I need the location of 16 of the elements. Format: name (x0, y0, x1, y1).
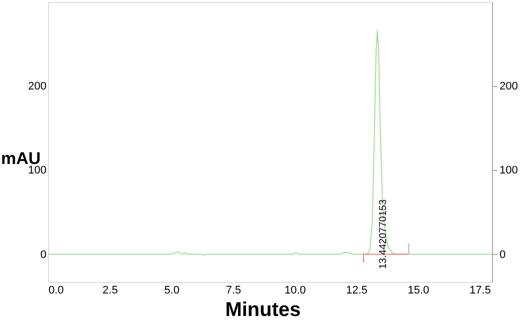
y2-tick-label: 0 (500, 248, 506, 261)
x-tick-label: 10.0 (284, 284, 306, 296)
y-tick-label: 0 (40, 248, 46, 261)
x-axis-title: Minutes (225, 299, 301, 321)
y-tick-label: 200 (28, 80, 46, 93)
x-tick-label: 0.0 (48, 284, 64, 296)
y2-tick-label: 200 (500, 80, 518, 93)
x-tick-label: 12.5 (346, 284, 368, 296)
y2-tick-label: 100 (500, 164, 518, 177)
y-tick-label: 100 (28, 164, 46, 177)
x-tick-label: 17.5 (469, 284, 491, 296)
x-tick-label: 2.5 (102, 284, 118, 296)
annotation: 13.4420770153 (378, 199, 389, 269)
x-tick-label: 15.0 (408, 284, 430, 296)
x-tick-label: 5.0 (164, 284, 180, 296)
x-tick-label: 7.5 (226, 284, 242, 296)
